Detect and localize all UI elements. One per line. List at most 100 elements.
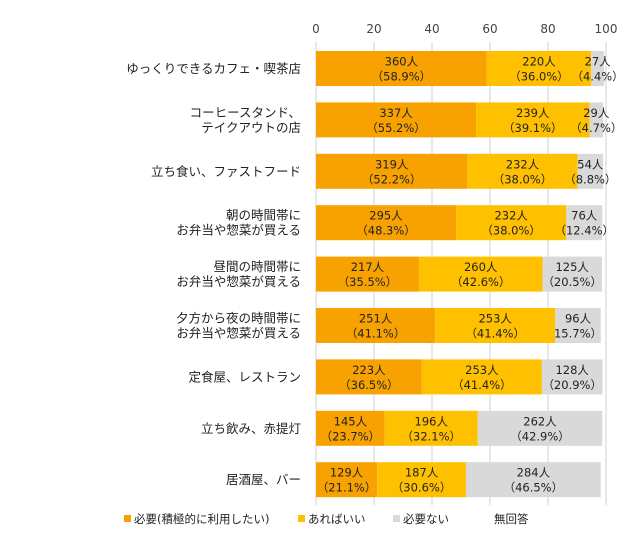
- data-label: （23.7%）: [321, 429, 381, 443]
- data-label: （4.4%）: [571, 70, 623, 84]
- data-label: 196人: [415, 414, 449, 428]
- data-label: 29人: [583, 106, 610, 120]
- bar-segment: [435, 308, 556, 343]
- data-label: （41.1%）: [346, 327, 406, 341]
- data-label: 284人: [517, 466, 551, 480]
- data-label: 76人: [571, 209, 598, 223]
- data-label: （20.5%）: [542, 275, 602, 289]
- data-label: 232人: [494, 209, 528, 223]
- data-label: 253人: [465, 363, 499, 377]
- data-label: （39.1%）: [503, 121, 563, 135]
- bar-segment: [542, 256, 602, 292]
- data-label: （52.2%）: [362, 172, 422, 186]
- data-label: 337人: [379, 106, 413, 120]
- bar-segment: [316, 308, 436, 343]
- data-label: 220人: [522, 55, 556, 69]
- bar-segment: [418, 256, 543, 292]
- data-label: 262人: [523, 414, 557, 428]
- bar-segment: [384, 410, 478, 446]
- data-label: 319人: [375, 157, 409, 171]
- bar-segment: [591, 51, 604, 86]
- bar-segment: [316, 256, 419, 292]
- bar-segment: [421, 359, 542, 395]
- legend-swatch: [124, 515, 131, 522]
- data-label: 145人: [334, 414, 368, 428]
- data-label: （42.6%）: [451, 275, 511, 289]
- data-label: （35.5%）: [338, 275, 398, 289]
- category-label: お弁当や惣菜が買える: [176, 326, 301, 341]
- bar-segment: [577, 153, 604, 189]
- data-label: 96人: [565, 312, 592, 326]
- data-label: （36.5%）: [339, 378, 399, 392]
- category-label: 夕方から夜の時間帯に: [176, 311, 301, 326]
- data-label: 360人: [385, 55, 419, 69]
- data-label: 54人: [577, 157, 604, 171]
- data-label: （55.2%）: [366, 121, 426, 135]
- legend-swatch: [393, 515, 400, 522]
- x-tick-label: 20: [366, 22, 381, 36]
- bar-segment: [456, 205, 567, 241]
- category-label: 昼間の時間帯に: [213, 259, 301, 274]
- category-label: 立ち食い、ファストフード: [151, 164, 301, 179]
- bar-segment: [566, 205, 603, 241]
- data-label: （21.1%）: [317, 481, 377, 495]
- x-tick-label: 40: [424, 22, 439, 36]
- bar-segment: [486, 51, 592, 86]
- data-label: 232人: [506, 157, 540, 171]
- data-label: （42.9%）: [510, 429, 570, 443]
- legend-swatch: [298, 515, 305, 522]
- bar-segment: [316, 410, 385, 446]
- category-label: 居酒屋、バー: [226, 472, 301, 487]
- data-label: （4.7%）: [570, 121, 622, 135]
- data-label: （46.5%）: [504, 481, 564, 495]
- data-label: （20.9%）: [542, 378, 602, 392]
- data-label: （41.4%）: [452, 378, 512, 392]
- data-label: 260人: [464, 260, 498, 274]
- data-label: 129人: [330, 466, 364, 480]
- data-label: 239人: [516, 106, 550, 120]
- bar-segment: [555, 308, 601, 343]
- data-label: （12.4%）: [554, 224, 614, 238]
- legend-label: 無回答: [494, 512, 529, 526]
- data-label: （38.0%）: [493, 172, 553, 186]
- data-label: （32.1%）: [402, 429, 462, 443]
- legend-label: 必要ない: [403, 512, 449, 526]
- category-label: お弁当や惣菜が買える: [176, 274, 301, 289]
- bar-segment: [316, 359, 422, 395]
- bar-segment: [316, 462, 378, 498]
- x-tick-label: 60: [482, 22, 497, 36]
- category-label: コーヒースタンド、: [190, 105, 301, 120]
- data-label: 125人: [555, 260, 589, 274]
- x-tick-label: 0: [312, 22, 320, 36]
- data-label: （48.3%）: [356, 224, 416, 238]
- bar-segment: [316, 51, 487, 86]
- data-label: （36.0%）: [509, 70, 569, 84]
- data-label: 217人: [351, 260, 385, 274]
- data-label: （30.6%）: [392, 481, 452, 495]
- bar-segment: [316, 153, 468, 189]
- bar-segment: [316, 205, 457, 241]
- legend-label: 必要(積極的に利用したい): [134, 512, 269, 526]
- x-tick-label: 80: [540, 22, 555, 36]
- data-label: 128人: [555, 363, 589, 377]
- bar-segment: [589, 102, 604, 138]
- category-label: ゆっくりできるカフェ・喫茶店: [126, 61, 301, 76]
- bar-segment: [541, 359, 603, 395]
- bar-segment: [477, 410, 603, 446]
- category-label: 定食屋、レストラン: [188, 369, 301, 384]
- data-label: 15.7%）: [554, 327, 602, 341]
- legend-label: あればいい: [308, 512, 366, 526]
- data-label: 295人: [369, 209, 403, 223]
- data-label: （58.9%）: [372, 70, 432, 84]
- bar-segment: [467, 153, 578, 189]
- data-label: 223人: [352, 363, 386, 377]
- bar-segment: [377, 462, 466, 498]
- data-label: 253人: [478, 312, 512, 326]
- bar-segment: [476, 102, 590, 138]
- category-label: テイクアウトの店: [201, 120, 301, 135]
- data-label: 187人: [405, 466, 439, 480]
- data-label: （38.0%）: [481, 224, 541, 238]
- bar-segment: [465, 462, 601, 498]
